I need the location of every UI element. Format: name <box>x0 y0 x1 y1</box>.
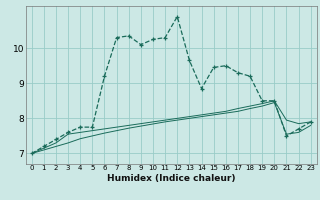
X-axis label: Humidex (Indice chaleur): Humidex (Indice chaleur) <box>107 174 236 183</box>
